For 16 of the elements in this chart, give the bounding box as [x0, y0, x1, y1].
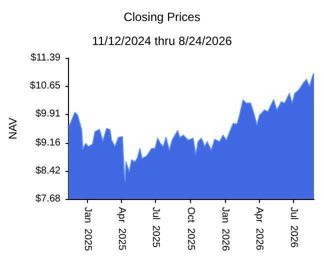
- x-tick-label: Jul 2026: [288, 207, 300, 248]
- x-tick-label: Apr 2025: [116, 207, 127, 251]
- x-tick-label: Jan 2026: [220, 207, 231, 252]
- y-tick-label: $9.16: [35, 137, 61, 148]
- chart-title: Closing Prices: [124, 10, 200, 24]
- x-tick-label: Apr 2026: [254, 207, 265, 251]
- chart-subtitle: 11/12/2024 thru 8/24/2026: [92, 34, 232, 48]
- y-tick-label: $8.42: [35, 165, 61, 176]
- y-axis-title: NAV: [8, 116, 20, 140]
- x-tick-label: Jan 2025: [82, 207, 93, 252]
- x-tick-label: Jul 2025: [150, 207, 162, 248]
- y-tick-label: $11.39: [30, 52, 61, 64]
- x-tick-label: Oct 2025: [184, 207, 196, 251]
- y-tick-label: $10.65: [30, 80, 61, 92]
- y-tick-label: $9.91: [35, 108, 61, 120]
- y-tick-label: $7.68: [35, 194, 61, 204]
